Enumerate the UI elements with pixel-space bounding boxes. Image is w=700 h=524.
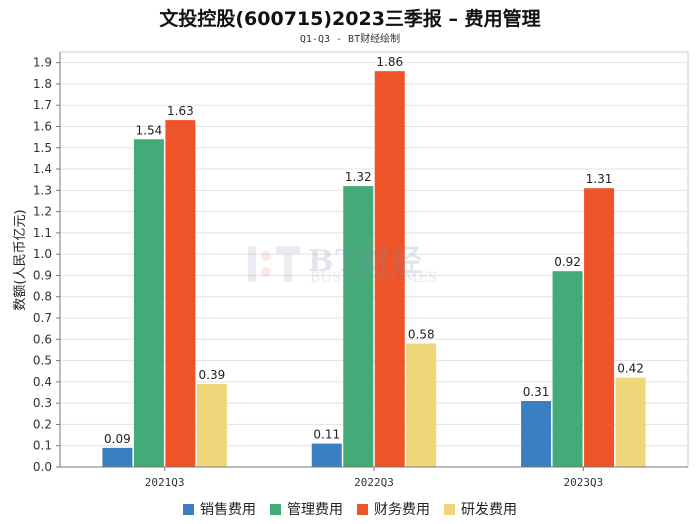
legend-item[interactable]: 财务费用 [357, 499, 430, 519]
data-label: 0.31 [523, 385, 550, 399]
bar [615, 377, 646, 467]
legend-swatch [444, 503, 455, 515]
y-tick-label: 0.9 [33, 268, 52, 282]
y-tick-label: 1.3 [33, 183, 52, 197]
grid-lines [59, 51, 689, 468]
legend-label: 销售费用 [200, 502, 256, 518]
bar [343, 186, 374, 468]
legend-label: 财务费用 [374, 502, 430, 518]
y-axis-label: 数额(人民币亿元) [13, 209, 28, 310]
chart-title: 文投控股(600715)2023三季报 – 费用管理 [159, 8, 541, 30]
data-label: 0.39 [199, 368, 226, 382]
legend-item[interactable]: 销售费用 [183, 499, 256, 519]
legend: 销售费用 管理费用 财务费用 研发费用 [0, 499, 700, 519]
bar [374, 71, 405, 468]
bar [196, 384, 227, 467]
y-tick-label: 1.4 [33, 162, 52, 176]
y-tick-label: 0.5 [33, 354, 52, 368]
y-tick-label: 1.6 [33, 119, 52, 133]
y-tick-label: 1.7 [33, 98, 52, 112]
y-tick-label: 0.6 [33, 332, 52, 346]
bar [406, 343, 437, 467]
bars: 0.09 1.54 1.63 0.39 0.11 1.32 1.86 0.58 0.31 0.92… [102, 55, 646, 468]
y-tick-label: 1.1 [33, 226, 52, 240]
bar [102, 447, 133, 467]
legend-item[interactable]: 研发费用 [444, 499, 517, 519]
data-label: 1.31 [586, 172, 613, 186]
legend-item[interactable]: 管理费用 [270, 499, 343, 519]
data-label: 1.63 [167, 104, 194, 118]
y-tick-label: 1.5 [33, 141, 52, 155]
axes: 0.0 0.1 0.2 0.3 0.4 0.5 0.6 0.7 0.8 0.9 1.0 1.1 1.2 1… [33, 52, 688, 489]
x-tick-label: 2023Q3 [563, 476, 603, 489]
bar [552, 271, 583, 467]
bar [165, 120, 196, 467]
y-tick-label: 0.2 [33, 417, 52, 431]
legend-label: 管理费用 [287, 502, 343, 518]
x-tick-label: 2021Q3 [145, 476, 185, 489]
legend-label: 研发费用 [461, 502, 517, 518]
y-tick-label: 0.3 [33, 396, 52, 410]
legend-swatch [357, 503, 368, 515]
data-label: 1.32 [345, 170, 372, 184]
legend-swatch [183, 503, 194, 515]
y-tick-label: 1.9 [33, 56, 52, 70]
data-label: 0.92 [554, 255, 581, 269]
y-tick-label: 1.0 [33, 247, 52, 261]
legend-swatch [270, 503, 281, 515]
bar [133, 139, 164, 467]
y-tick-label: 0.8 [33, 290, 52, 304]
y-tick-label: 1.2 [33, 205, 52, 219]
data-label: 1.86 [376, 55, 403, 69]
data-label: 0.09 [104, 432, 131, 446]
y-tick-label: 0.7 [33, 311, 52, 325]
data-label: 0.11 [313, 428, 340, 442]
data-label: 0.42 [617, 362, 644, 376]
x-tick-label: 2022Q3 [354, 476, 394, 489]
data-label: 0.58 [408, 328, 435, 342]
y-tick-label: 0.0 [33, 460, 52, 474]
data-label: 1.54 [136, 123, 163, 137]
chart-subtitle: Q1-Q3 - BT财经绘制 [299, 34, 401, 45]
y-tick-label: 0.1 [33, 439, 52, 453]
y-tick-label: 0.4 [33, 375, 52, 389]
bar [584, 188, 615, 467]
y-tick-label: 1.8 [33, 77, 52, 91]
bar [521, 401, 552, 467]
bar [311, 443, 342, 467]
